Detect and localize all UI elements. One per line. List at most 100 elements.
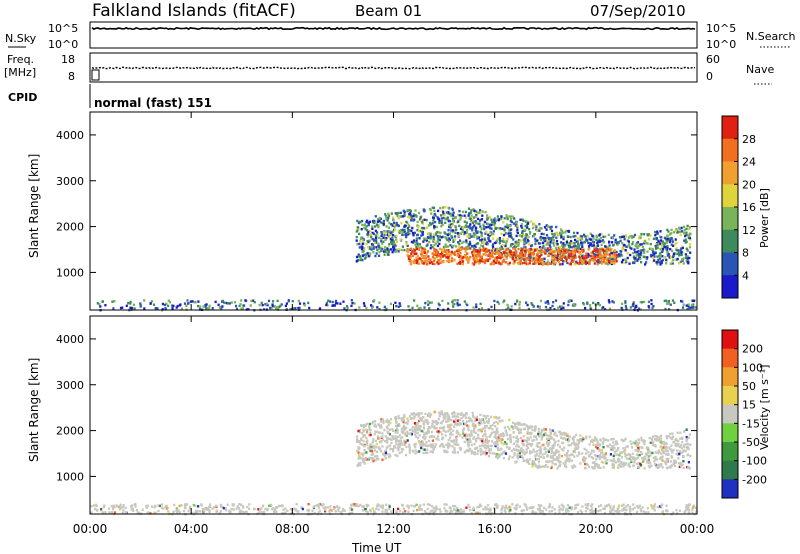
heatmap-cell <box>397 217 400 220</box>
heatmap-cell <box>454 231 457 234</box>
heatmap-cell <box>602 260 605 264</box>
heatmap-cell <box>525 440 529 443</box>
heatmap-cell <box>692 303 695 306</box>
heatmap-cell <box>372 232 376 236</box>
heatmap-cell <box>207 306 210 310</box>
heatmap-cell <box>422 448 425 451</box>
heatmap-cell <box>134 505 137 508</box>
heatmap-cell <box>385 225 388 228</box>
heatmap-cell <box>604 308 607 311</box>
heatmap-cell <box>581 505 584 508</box>
heatmap-cell <box>422 442 425 445</box>
heatmap-cell <box>589 307 593 311</box>
heatmap-cell <box>610 247 613 251</box>
heatmap-cell <box>119 506 122 510</box>
heatmap-cell <box>518 262 521 266</box>
heatmap-cell <box>388 507 391 511</box>
heatmap-cell <box>429 234 432 238</box>
heatmap-cell <box>625 453 628 457</box>
heatmap-cell <box>403 225 406 228</box>
heatmap-cell <box>362 302 366 305</box>
heatmap-cell <box>674 461 677 464</box>
heatmap-cell <box>375 443 378 446</box>
heatmap-cell <box>479 450 482 453</box>
heatmap-cell <box>391 435 395 439</box>
heatmap-cell <box>391 237 394 241</box>
heatmap-cell <box>478 423 481 426</box>
heatmap-cell <box>464 231 467 234</box>
freq-start-marker <box>91 69 100 81</box>
heatmap-cell <box>450 212 453 215</box>
heatmap-cell <box>451 415 454 418</box>
heatmap-cell <box>517 445 520 448</box>
heatmap-cell <box>417 229 420 232</box>
heatmap-cell <box>456 299 459 302</box>
heatmap-cell <box>378 431 382 434</box>
heatmap-cell <box>474 424 477 427</box>
heatmap-cell <box>124 506 127 509</box>
heatmap-cell <box>561 250 564 254</box>
heatmap-cell <box>240 307 243 310</box>
heatmap-cell <box>512 435 515 439</box>
heatmap-cell <box>574 234 577 238</box>
heatmap-cell <box>517 244 520 247</box>
heatmap-cell <box>636 259 639 262</box>
heatmap-cell <box>475 418 478 421</box>
heatmap-cell <box>567 450 570 453</box>
heatmap-cell <box>392 249 395 252</box>
heatmap-cell <box>620 260 624 264</box>
heatmap-cell <box>668 237 671 240</box>
heatmap-cell <box>554 458 557 461</box>
heatmap-cell <box>546 225 549 228</box>
heatmap-cell <box>445 252 448 255</box>
heatmap-cell <box>372 219 375 223</box>
heatmap-cell <box>647 449 650 453</box>
heatmap-cell <box>554 232 557 235</box>
heatmap-cell <box>685 439 688 442</box>
heatmap-cell <box>480 218 484 221</box>
heatmap-cell <box>514 241 517 244</box>
heatmap-cell <box>572 258 575 261</box>
heatmap-cell <box>471 411 474 415</box>
heatmap-cell <box>311 509 314 512</box>
heatmap-cell <box>669 432 672 436</box>
heatmap-cell <box>669 303 672 306</box>
heatmap-cell <box>612 465 615 468</box>
heatmap-cell <box>417 248 421 251</box>
heatmap-cell <box>481 210 484 213</box>
heatmap-cell <box>669 448 672 451</box>
heatmap-cell <box>619 250 622 253</box>
heatmap-cell <box>150 300 154 303</box>
heatmap-cell <box>560 255 563 258</box>
heatmap-cell <box>365 430 369 433</box>
heatmap-cell <box>671 249 674 253</box>
heatmap-cell <box>385 425 388 429</box>
heatmap-cell <box>486 259 490 263</box>
heatmap-cell <box>355 235 358 239</box>
heatmap-cell <box>604 254 607 257</box>
heatmap-cell <box>473 249 476 253</box>
heatmap-cell <box>463 254 466 257</box>
heatmap-cell <box>521 231 524 234</box>
heatmap-cell <box>595 234 598 237</box>
heatmap-cell <box>376 233 379 237</box>
heatmap-cell <box>591 466 594 469</box>
heatmap-cell <box>431 222 434 225</box>
heatmap-cell <box>507 457 510 461</box>
heatmap-cell <box>423 420 426 424</box>
heatmap-cell <box>282 512 285 515</box>
heatmap-cell <box>467 448 470 452</box>
heatmap-cell <box>387 226 390 229</box>
heatmap-cell <box>671 240 675 243</box>
heatmap-cell <box>448 225 451 229</box>
heatmap-cell <box>461 210 465 214</box>
heatmap-cell <box>566 458 569 462</box>
heatmap-cell <box>530 244 533 248</box>
heatmap-cell <box>465 412 468 416</box>
heatmap-cell <box>558 453 561 456</box>
heatmap-cell <box>432 219 435 222</box>
heatmap-cell <box>432 420 435 423</box>
heatmap-cell <box>361 457 364 460</box>
heatmap-cell <box>395 224 398 227</box>
heatmap-cell <box>459 232 462 235</box>
